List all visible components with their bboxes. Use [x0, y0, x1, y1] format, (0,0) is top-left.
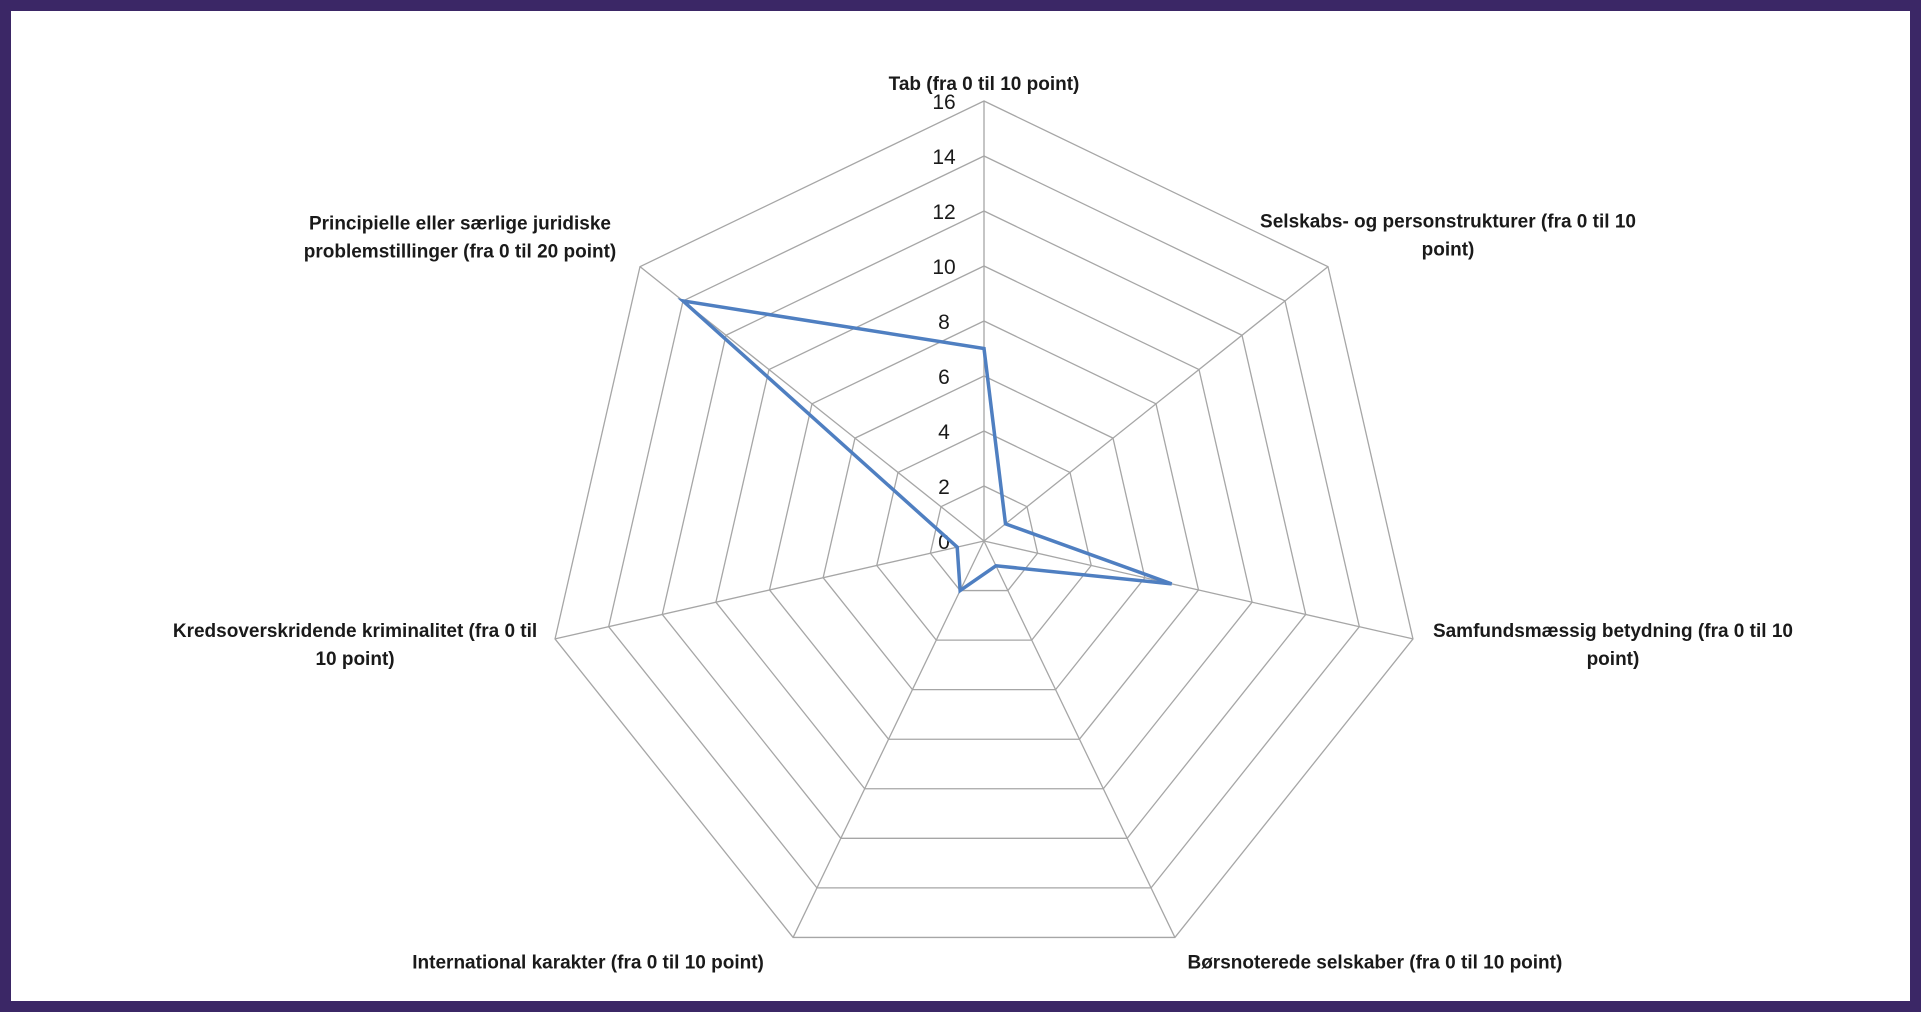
grid-ring-6 — [822, 375, 1146, 691]
spoke-1 — [983, 266, 1329, 542]
axis-label-5-line-1: 10 point) — [315, 649, 394, 670]
grid-ring-2 — [929, 485, 1039, 592]
axis-label-5-line-0: Kredsoverskridende kriminalitet (fra 0 t… — [173, 621, 537, 642]
series-line-0 — [677, 298, 1173, 594]
tick-label-10: 10 — [932, 256, 955, 279]
tick-label-2: 2 — [938, 476, 950, 499]
axis-label-2-line-0: Samfundsmæssig betydning (fra 0 til 10 — [1433, 621, 1793, 642]
tick-label-6: 6 — [938, 366, 950, 389]
grid-ring-12 — [661, 210, 1307, 839]
radar-grid — [554, 100, 1414, 939]
axis-label-1-line-0: Selskabs- og personstrukturer (fra 0 til… — [1260, 212, 1636, 233]
tick-label-14: 14 — [932, 146, 956, 169]
grid-ring-8 — [768, 320, 1200, 740]
tick-label-8: 8 — [938, 311, 950, 334]
axis-label-4-line-0: International karakter (fra 0 til 10 poi… — [412, 952, 764, 973]
tick-label-12: 12 — [932, 201, 955, 224]
grid-ring-10 — [715, 265, 1253, 790]
spoke-4 — [792, 540, 985, 938]
axis-label-2-line-1: point) — [1587, 649, 1640, 670]
tick-label-4: 4 — [938, 421, 950, 444]
radar-series — [677, 298, 1173, 594]
axis-label-6-line-0: Principielle eller særlige juridiske — [309, 214, 611, 235]
spoke-5 — [554, 540, 985, 640]
grid-ring-14 — [607, 155, 1361, 889]
grid-ring-4 — [876, 430, 1092, 641]
grid-ring-16 — [554, 100, 1414, 939]
axis-label-1-line-1: point) — [1422, 240, 1475, 261]
axis-label-0-line-0: Tab (fra 0 til 10 point) — [889, 74, 1080, 95]
radar-tick-labels: 0 2 4 6 8 10 12 14 16 — [932, 91, 956, 554]
spoke-2 — [983, 540, 1414, 640]
spoke-3 — [983, 540, 1176, 938]
axis-label-3-line-0: Børsnoterede selskaber (fra 0 til 10 poi… — [1187, 952, 1562, 973]
tick-label-16: 16 — [932, 91, 955, 114]
radar-spokes — [554, 101, 1414, 938]
tick-label-0: 0 — [938, 531, 950, 554]
radar-axis-labels: Tab (fra 0 til 10 point) Selskabs- og per… — [173, 74, 1793, 973]
axis-label-6-line-1: problemstillinger (fra 0 til 20 point) — [304, 242, 616, 263]
